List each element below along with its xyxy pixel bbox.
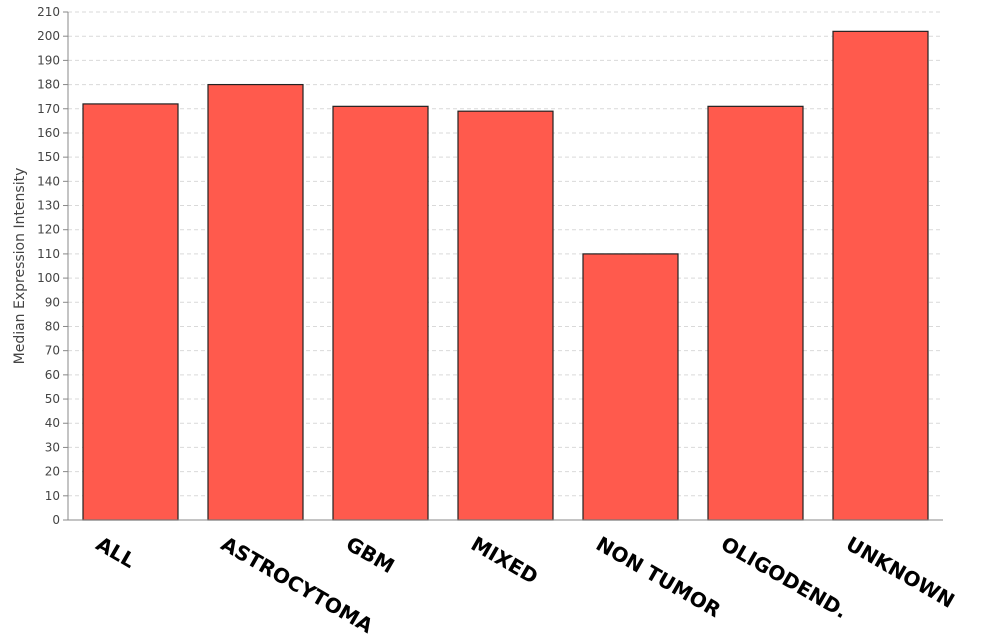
y-tick-label: 190 xyxy=(37,53,60,67)
bar xyxy=(332,105,429,521)
bar xyxy=(457,110,554,521)
bar xyxy=(582,253,679,521)
x-category-label: MIXED xyxy=(467,532,542,589)
x-category-label: UNKNOWN xyxy=(842,532,959,613)
x-category-label: OLIGODEND. xyxy=(717,532,852,624)
y-tick-label: 110 xyxy=(37,247,60,261)
y-tick-label: 210 xyxy=(37,5,60,19)
axes xyxy=(67,12,943,521)
y-ticks: 0 10 20 30 40 50 60 70 80 90 100 110 120 130 140 150 160… xyxy=(37,5,68,527)
x-category-label: ALL xyxy=(92,532,140,573)
y-tick-label: 40 xyxy=(45,416,60,430)
y-tick-label: 20 xyxy=(45,465,60,479)
y-tick-label: 200 xyxy=(37,29,60,43)
y-tick-label: 10 xyxy=(45,489,60,503)
bar xyxy=(832,30,929,521)
y-tick-label: 170 xyxy=(37,102,60,116)
y-tick-label: 180 xyxy=(37,78,60,92)
bar xyxy=(207,83,304,521)
y-tick-label: 80 xyxy=(45,319,60,333)
y-tick-label: 30 xyxy=(45,440,60,454)
y-tick-label: 130 xyxy=(37,199,60,213)
y-tick-label: 140 xyxy=(37,174,60,188)
y-tick-label: 160 xyxy=(37,126,60,140)
y-tick-label: 0 xyxy=(52,513,60,527)
y-tick-label: 70 xyxy=(45,344,60,358)
y-tick-label: 100 xyxy=(37,271,60,285)
bar xyxy=(82,103,179,521)
y-tick-label: 120 xyxy=(37,223,60,237)
y-tick-label: 150 xyxy=(37,150,60,164)
x-category-label: GBM xyxy=(342,532,399,579)
x-category-label: NON TUMOR xyxy=(592,532,725,623)
y-tick-label: 60 xyxy=(45,368,60,382)
bars xyxy=(82,30,929,521)
bar xyxy=(707,105,804,521)
y-axis-label: Median Expression Intensity xyxy=(12,168,28,365)
y-tick-label: 90 xyxy=(45,295,60,309)
y-tick-label: 50 xyxy=(45,392,60,406)
